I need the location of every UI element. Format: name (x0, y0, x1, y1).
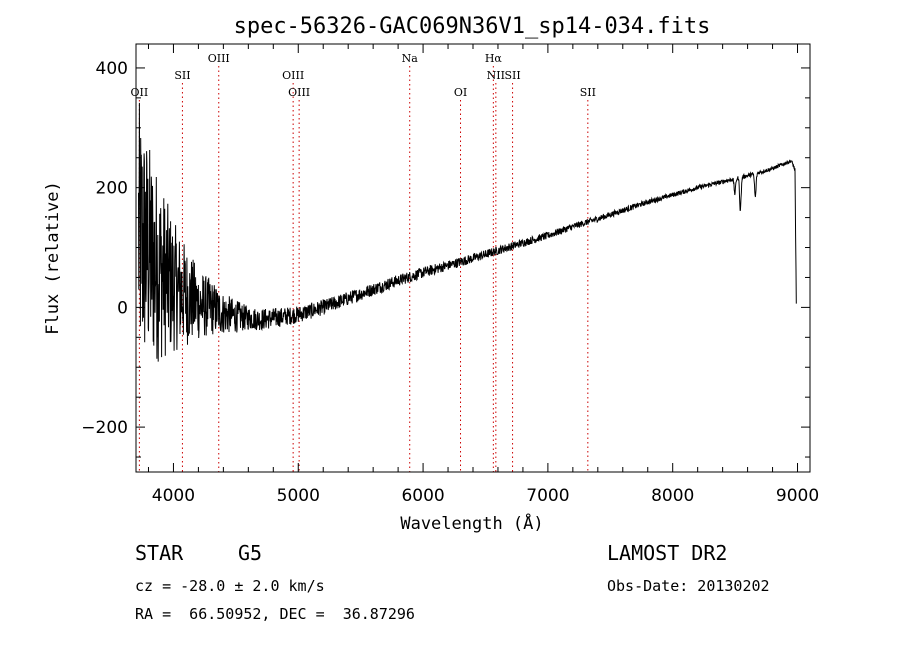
spectral-line-label: OI (454, 86, 467, 99)
spectral-line-label: OIII (208, 52, 230, 65)
x-tick-label: 6000 (401, 486, 444, 506)
redshift-text: cz = -28.0 ± 2.0 km/s (135, 577, 325, 595)
plot-axes: 4000 5000 6000 7000 8000 9000 −200 0 200 400 (81, 43, 819, 506)
y-axis-label: Flux (relative) (43, 181, 63, 335)
survey-label: LAMOST DR2 (607, 541, 727, 565)
spectral-line-label: Na (402, 52, 419, 65)
y-tick-label: 0 (117, 298, 128, 318)
spectrum-line (138, 102, 797, 362)
object-subclass: G5 (238, 541, 262, 565)
spectral-line-label: Hα (485, 52, 503, 65)
x-tick-label: 5000 (277, 486, 320, 506)
y-tick-label: 200 (96, 179, 128, 199)
object-class: STAR (135, 541, 184, 565)
x-tick-label: 4000 (152, 486, 195, 506)
y-tick-label: −200 (81, 418, 128, 438)
spectral-line-label: OII (131, 86, 149, 99)
spectral-line-label: SII (504, 69, 520, 82)
x-tick-label: 8000 (651, 486, 694, 506)
x-tick-label: 9000 (776, 486, 819, 506)
spectral-line-label: OIII (288, 86, 310, 99)
spectral-line-label: SII (580, 86, 596, 99)
y-tick-label: 400 (96, 59, 128, 79)
coordinates-text: RA = 66.50952, DEC = 36.87296 (135, 605, 415, 623)
spectral-line-label: OIII (282, 69, 304, 82)
spectral-line-label: SII (174, 69, 190, 82)
chart-title: spec-56326-GAC069N36V1_sp14-034.fits (234, 14, 711, 39)
x-axis-label: Wavelength (Å) (400, 512, 543, 534)
x-tick-label: 7000 (526, 486, 569, 506)
spectral-line-label: NII (487, 69, 505, 82)
obs-date: Obs-Date: 20130202 (607, 577, 770, 595)
